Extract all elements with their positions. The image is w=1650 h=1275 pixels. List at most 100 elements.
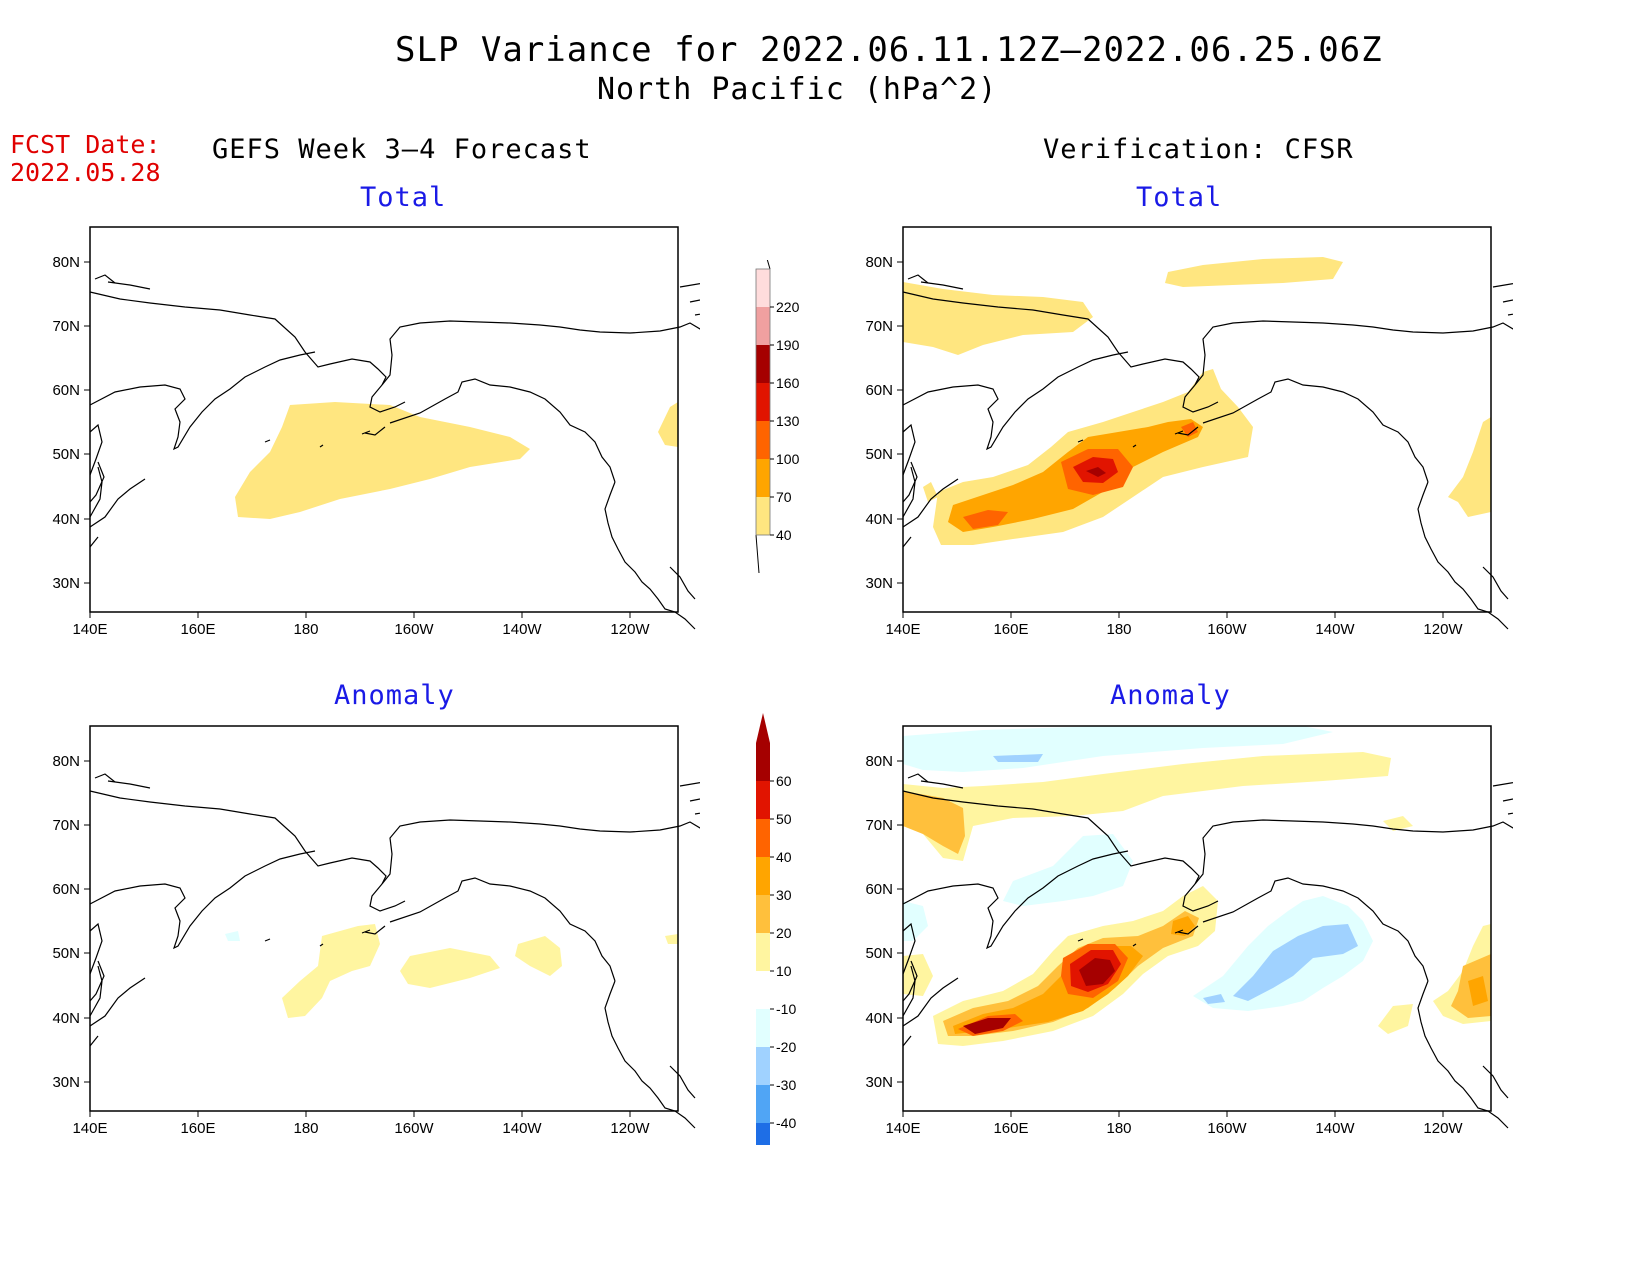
axis-verif-anomaly: 140E 160E 180 160W 140W 120W 80N 70N 60N 50N 40N 30…	[865, 753, 1463, 1137]
x-tick-label: 140E	[72, 621, 107, 638]
x-tick-label: 160W	[394, 1120, 434, 1137]
colorbar-total-label: 40	[776, 527, 792, 543]
y-tick-label: 80N	[865, 254, 893, 271]
x-tick-label: 140W	[502, 621, 542, 638]
x-tick-label: 160E	[993, 1120, 1028, 1137]
colorbar-anomaly-swatch	[756, 1085, 770, 1123]
y-tick-label: 40N	[52, 1010, 80, 1027]
map-forecast-total: 140E 160E 180 160W 140W 120W 80N 70N 60N 50N 40N 30…	[52, 226, 771, 638]
y-tick-label: 40N	[52, 511, 80, 528]
x-tick-label: 140E	[72, 1120, 107, 1137]
x-tick-label: 140W	[1315, 1120, 1355, 1137]
colorbar-anomaly-label: 60	[776, 773, 792, 789]
y-tick-label: 70N	[52, 318, 80, 335]
x-tick-label: 120W	[610, 1120, 650, 1137]
colorbar-total: 40 70 100 130 160 190 220	[755, 260, 800, 574]
x-tick-label: 140E	[885, 1120, 920, 1137]
panel-forecast-anomaly: 140E 160E 180 160W 140W 120W 80N 70N 60N 50N 40N 30…	[40, 721, 771, 1155]
colorbar-total-swatch	[756, 345, 770, 383]
map-verif-anomaly: 140E 160E 180 160W 140W 120W 80N 70N 60N 50N 40N 30…	[865, 725, 1584, 1137]
x-tick-label: 180	[1106, 621, 1131, 638]
y-tick-label: 30N	[865, 1074, 893, 1091]
y-tick-label: 60N	[865, 382, 893, 399]
colorbar-anomaly-swatch	[756, 895, 770, 933]
x-tick-label: 160E	[180, 621, 215, 638]
colorbar-anomaly-label: -40	[776, 1115, 796, 1131]
colorbar-total-swatch	[756, 421, 770, 459]
colorbar-anomaly-swatch	[756, 1047, 770, 1085]
colorbar-total-swatch	[756, 383, 770, 421]
y-tick-label: 70N	[865, 318, 893, 335]
colorbar-anomaly-swatch	[756, 933, 770, 971]
colorbar-anomaly-label: 10	[776, 963, 792, 979]
y-tick-label: 30N	[865, 575, 893, 592]
colorbar-anomaly-swatch	[756, 781, 770, 819]
x-tick-label: 120W	[1423, 1120, 1463, 1137]
y-tick-label: 60N	[52, 881, 80, 898]
colorbar-anomaly-label: 50	[776, 811, 792, 827]
colorbar-anomaly-label: -20	[776, 1039, 796, 1055]
colorbar-total-label: 100	[776, 451, 800, 467]
right-column-title: Verification: CFSR	[1043, 134, 1354, 165]
fcst-date-value: 2022.05.28	[10, 158, 161, 187]
y-tick-label: 80N	[865, 753, 893, 770]
panel-verif-anomaly: 140E 160E 180 160W 140W 120W 80N 70N 60N 50N 40N 30…	[853, 721, 1584, 1155]
fcst-date-label: FCST Date:	[10, 130, 161, 159]
colorbar-total-label: 190	[776, 337, 800, 353]
y-tick-label: 80N	[52, 753, 80, 770]
colorbar-anomaly: 60 50 40 30 20 10 -10 -20 -30 -40	[756, 713, 796, 1145]
y-tick-label: 80N	[52, 254, 80, 271]
y-tick-label: 60N	[865, 881, 893, 898]
x-tick-label: 160E	[180, 1120, 215, 1137]
x-tick-label: 160W	[394, 621, 434, 638]
colorbar-anomaly-swatch	[756, 1009, 770, 1047]
left-column-title: GEFS Week 3–4 Forecast	[212, 134, 592, 165]
colorbar-total-label: 70	[776, 489, 792, 505]
x-tick-label: 180	[293, 621, 318, 638]
colorbar-total-label: 220	[776, 299, 800, 315]
panel-title-forecast-anomaly: Anomaly	[334, 680, 455, 711]
colorbar-anomaly-swatch	[756, 1123, 770, 1145]
y-tick-label: 50N	[52, 945, 80, 962]
panel-title-verif-total: Total	[1136, 182, 1223, 213]
y-tick-label: 50N	[865, 945, 893, 962]
colorbar-anomaly-label: 20	[776, 925, 792, 941]
x-tick-label: 160W	[1207, 621, 1247, 638]
x-tick-label: 120W	[1423, 621, 1463, 638]
panel-title-forecast-total: Total	[360, 182, 447, 213]
panel-title-verif-anomaly: Anomaly	[1110, 680, 1231, 711]
x-tick-label: 180	[1106, 1120, 1131, 1137]
x-tick-label: 140E	[885, 621, 920, 638]
colorbar-anomaly-swatch	[756, 743, 770, 781]
axis-forecast-anomaly: 140E 160E 180 160W 140W 120W 80N 70N 60N 50N 40N 30…	[52, 753, 650, 1137]
y-tick-label: 30N	[52, 575, 80, 592]
y-tick-label: 70N	[865, 817, 893, 834]
y-tick-label: 60N	[52, 382, 80, 399]
panel-forecast-total: 140E 160E 180 160W 140W 120W 80N 70N 60N 50N 40N 30…	[40, 222, 771, 656]
map-verif-total: 140E 160E 180 160W 140W 120W 80N 70N 60N 50N 40N 30…	[865, 226, 1584, 638]
colorbar-anomaly-swatch	[756, 971, 770, 1009]
x-tick-label: 120W	[610, 621, 650, 638]
colorbar-anomaly-label: -30	[776, 1077, 796, 1093]
colorbar-total-label: 130	[776, 413, 800, 429]
y-tick-label: 50N	[865, 446, 893, 463]
x-tick-label: 160E	[993, 621, 1028, 638]
colorbar-anomaly-label: 30	[776, 887, 792, 903]
axis-forecast-total: 140E 160E 180 160W 140W 120W 80N 70N 60N 50N 40N 30…	[52, 254, 650, 638]
main-subtitle: North Pacific (hPa^2)	[597, 72, 998, 107]
colorbar-total-swatch	[756, 269, 770, 307]
x-tick-label: 160W	[1207, 1120, 1247, 1137]
colorbar-anomaly-label: -10	[776, 1001, 796, 1017]
main-title: SLP Variance for 2022.06.11.12Z–2022.06.…	[395, 30, 1383, 70]
colorbar-total-swatch	[756, 307, 770, 345]
x-tick-label: 140W	[1315, 621, 1355, 638]
axis-verif-total: 140E 160E 180 160W 140W 120W 80N 70N 60N 50N 40N 30…	[865, 254, 1463, 638]
y-tick-label: 70N	[52, 817, 80, 834]
y-tick-label: 50N	[52, 446, 80, 463]
colorbar-anomaly-label: 40	[776, 849, 792, 865]
colorbar-anomaly-swatch	[756, 819, 770, 857]
colorbar-total-label: 160	[776, 375, 800, 391]
x-tick-label: 180	[293, 1120, 318, 1137]
colorbar-total-swatch	[756, 459, 770, 497]
colorbar-anomaly-swatch	[756, 857, 770, 895]
